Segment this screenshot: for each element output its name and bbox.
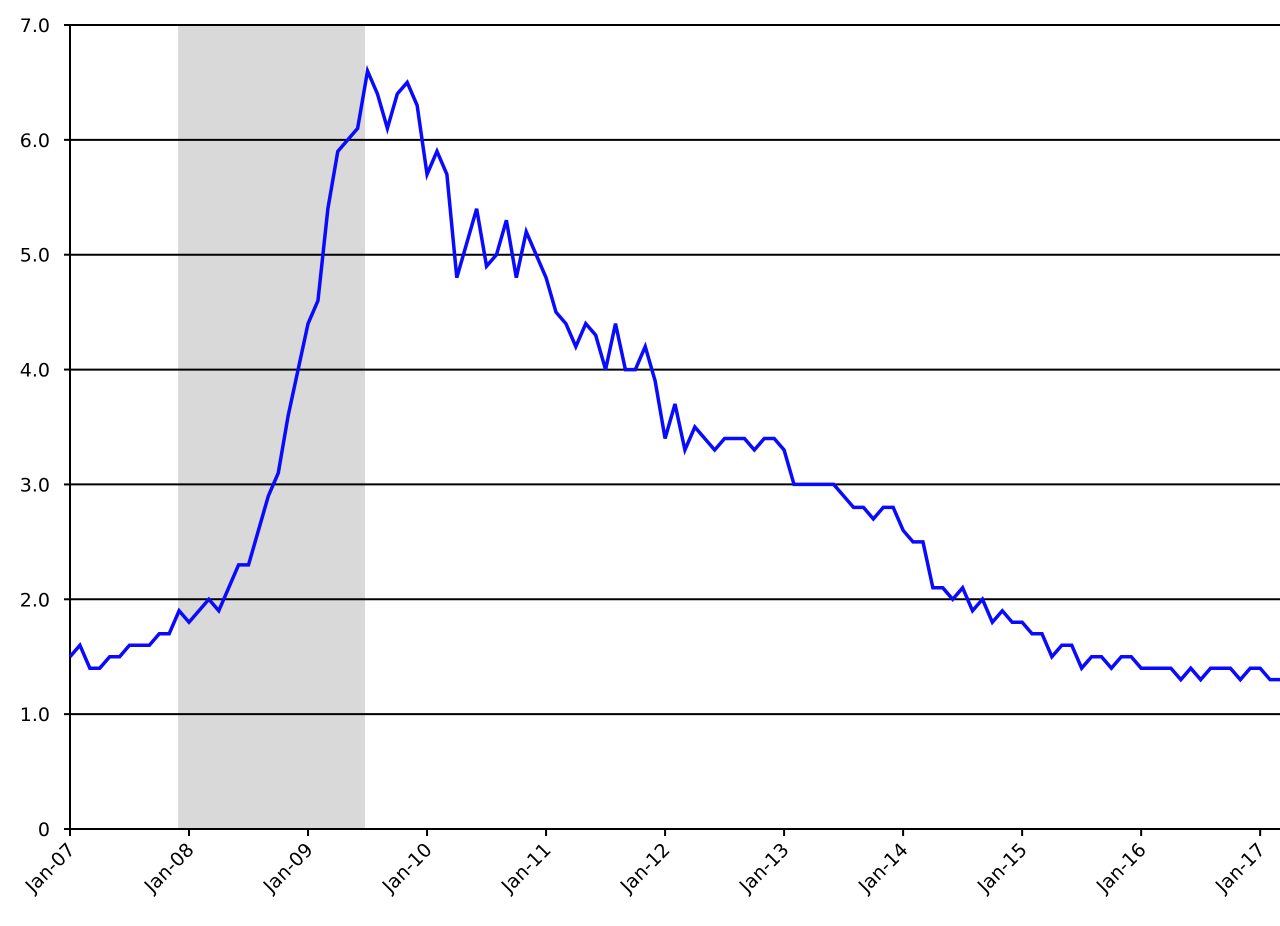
- y-tick-label: 0: [38, 819, 50, 841]
- y-tick-label: 7.0: [20, 15, 50, 37]
- y-tick-label: 1.0: [20, 704, 50, 726]
- data-line: [68, 64, 1280, 683]
- y-tick-label: 3.0: [20, 474, 50, 496]
- recession-shade: [178, 25, 366, 829]
- x-tick-label: Jan-16: [1092, 839, 1151, 898]
- y-tick-label: 4.0: [20, 360, 50, 382]
- x-tick-label: Jan-17: [1211, 839, 1270, 898]
- y-tick-label: 2.0: [20, 589, 50, 611]
- x-tick-label: Jan-12: [616, 839, 675, 898]
- y-tick-label: 5.0: [20, 245, 50, 267]
- y-tick-label: 6.0: [20, 130, 50, 152]
- x-tick-label: Jan-11: [497, 839, 556, 898]
- x-tick-label: Jan-15: [973, 839, 1032, 898]
- x-tick-label: Jan-08: [140, 839, 199, 898]
- x-tick-label: Jan-13: [735, 839, 794, 898]
- x-tick-label: Jan-14: [854, 839, 913, 898]
- x-tick-label: Jan-10: [378, 839, 437, 898]
- x-tick-label: Jan-07: [21, 839, 80, 898]
- x-tick-label: Jan-09: [259, 839, 318, 898]
